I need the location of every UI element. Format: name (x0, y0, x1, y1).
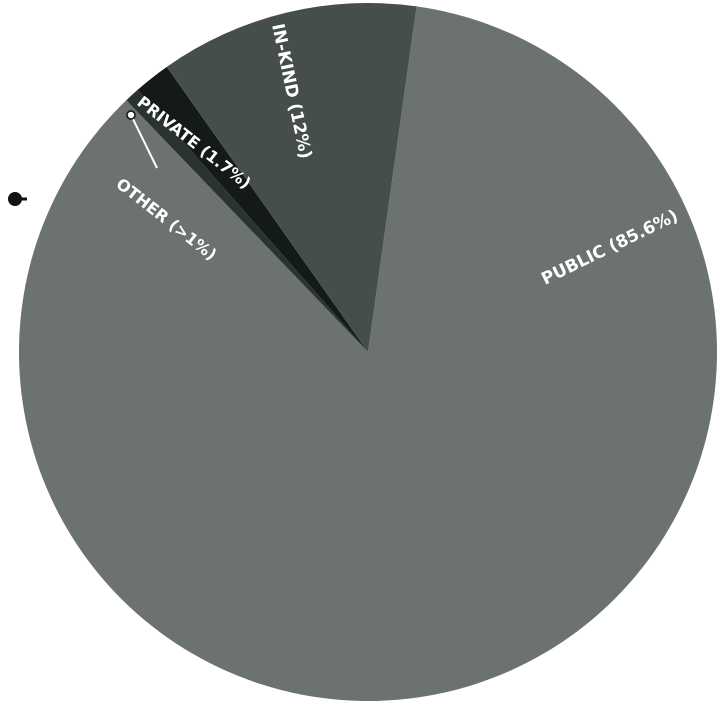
other-leader-marker (8, 192, 22, 206)
slice-private (137, 66, 368, 352)
other-pointer-dot (126, 110, 136, 120)
slice-other (126, 89, 369, 352)
pie-slices (18, 3, 717, 702)
other-leader (8, 110, 158, 206)
slice-in-kind (166, 3, 417, 353)
other-pointer-line (130, 114, 158, 169)
slice-public (18, 6, 717, 702)
